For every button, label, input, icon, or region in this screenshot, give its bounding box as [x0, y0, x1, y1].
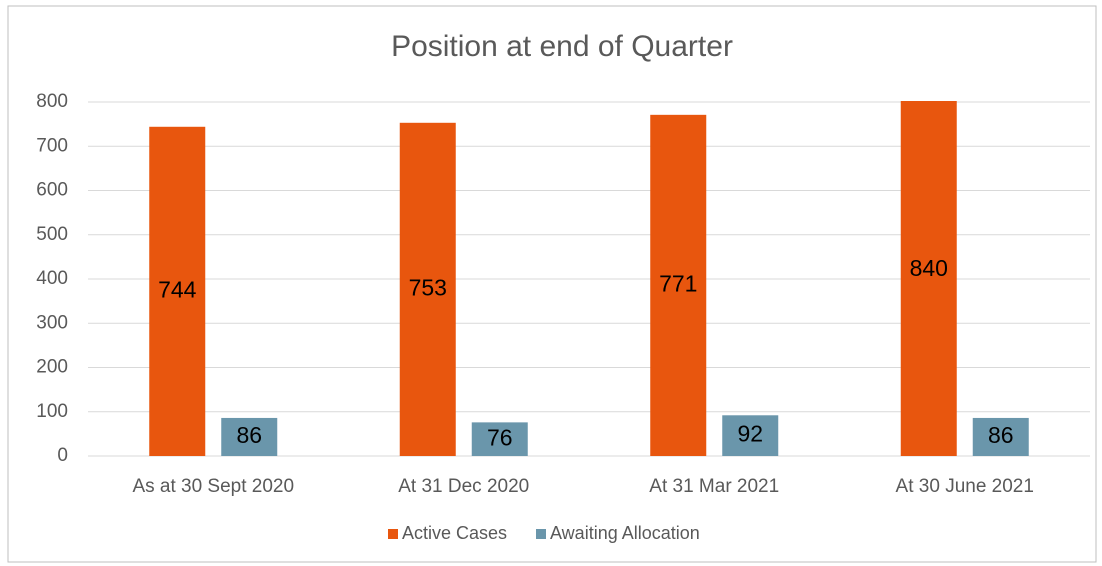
legend-label: Awaiting Allocation — [550, 523, 700, 543]
y-tick-label: 400 — [36, 268, 68, 289]
data-label: 771 — [659, 270, 697, 296]
data-label: 86 — [988, 422, 1014, 448]
y-tick-label: 100 — [36, 401, 68, 422]
bars — [149, 101, 1029, 457]
bar — [471, 422, 528, 456]
x-tick-label: As at 30 Sept 2020 — [132, 476, 294, 497]
chart-title: Position at end of Quarter — [391, 30, 733, 63]
bar — [221, 417, 278, 456]
data-label: 86 — [236, 422, 262, 448]
x-tick-label: At 31 Dec 2020 — [398, 476, 529, 497]
bar — [399, 122, 456, 457]
data-label: 744 — [158, 276, 197, 302]
y-tick-label: 500 — [36, 224, 68, 245]
y-tick-label: 0 — [57, 445, 68, 466]
x-tick-label: At 31 Mar 2021 — [649, 476, 779, 497]
data-label: 76 — [487, 424, 513, 450]
data-label: 753 — [409, 274, 447, 300]
bar — [722, 415, 779, 456]
x-tick-label: At 30 June 2021 — [896, 476, 1034, 497]
y-tick-label: 300 — [36, 312, 68, 333]
data-labels: 744 86 753 76 771 92 840 86 — [158, 255, 1013, 450]
data-label: 92 — [737, 421, 763, 447]
y-tick-label: 600 — [36, 180, 68, 201]
y-tick-label: 200 — [36, 357, 68, 378]
bar — [650, 114, 707, 457]
y-tick-label: 800 — [36, 91, 68, 112]
y-tick-label: 700 — [36, 135, 68, 156]
bar — [900, 101, 957, 457]
bar — [972, 417, 1029, 456]
data-label: 840 — [910, 255, 948, 281]
legend-swatch — [536, 529, 546, 539]
legend-label: Active Cases — [402, 523, 507, 543]
bar — [149, 126, 206, 456]
legend-swatch — [388, 529, 398, 539]
